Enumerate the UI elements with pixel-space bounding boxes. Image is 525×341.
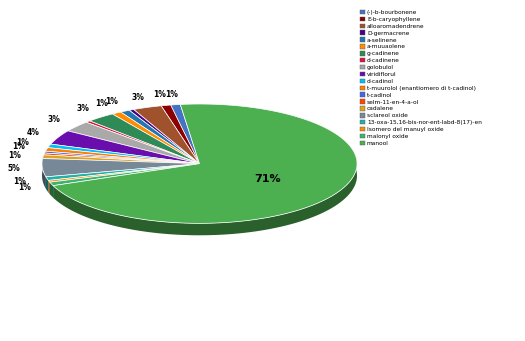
Polygon shape (171, 104, 200, 164)
Polygon shape (43, 155, 44, 170)
Text: 1%: 1% (165, 90, 177, 99)
Text: 3%: 3% (48, 115, 61, 124)
Polygon shape (68, 122, 200, 164)
Polygon shape (42, 159, 200, 177)
Text: 1%: 1% (105, 97, 118, 106)
Text: 4%: 4% (26, 128, 39, 137)
Polygon shape (53, 104, 357, 223)
Polygon shape (161, 105, 200, 164)
Polygon shape (129, 109, 200, 164)
Polygon shape (44, 153, 200, 164)
Polygon shape (45, 151, 200, 164)
Polygon shape (90, 114, 200, 164)
Polygon shape (48, 180, 50, 194)
Polygon shape (46, 177, 48, 192)
Polygon shape (133, 106, 200, 164)
Polygon shape (51, 131, 200, 164)
Polygon shape (43, 155, 200, 164)
Legend: (-)-b-bourbonene, E-b-caryophyllene, alloaromadendrene, D-germacrene, a-selinene: (-)-b-bourbonene, E-b-caryophyllene, all… (360, 10, 482, 146)
Polygon shape (50, 182, 53, 198)
Text: 1%: 1% (95, 99, 108, 108)
Polygon shape (86, 121, 200, 164)
Polygon shape (42, 159, 46, 189)
Text: 3%: 3% (76, 104, 89, 114)
Text: 1%: 1% (16, 138, 28, 147)
Polygon shape (112, 112, 200, 164)
Text: 1%: 1% (18, 183, 31, 192)
Text: 3%: 3% (131, 93, 144, 102)
Text: 5%: 5% (8, 164, 20, 173)
Text: 71%: 71% (254, 174, 280, 184)
Polygon shape (121, 110, 200, 164)
Polygon shape (46, 164, 200, 180)
Text: 1%: 1% (8, 151, 22, 160)
Text: 1%: 1% (153, 90, 166, 99)
Polygon shape (46, 148, 200, 164)
Polygon shape (48, 164, 200, 182)
Polygon shape (50, 164, 200, 186)
Text: 1%: 1% (13, 177, 26, 186)
Polygon shape (48, 144, 200, 164)
Polygon shape (53, 155, 357, 235)
Text: 1%: 1% (13, 142, 26, 151)
